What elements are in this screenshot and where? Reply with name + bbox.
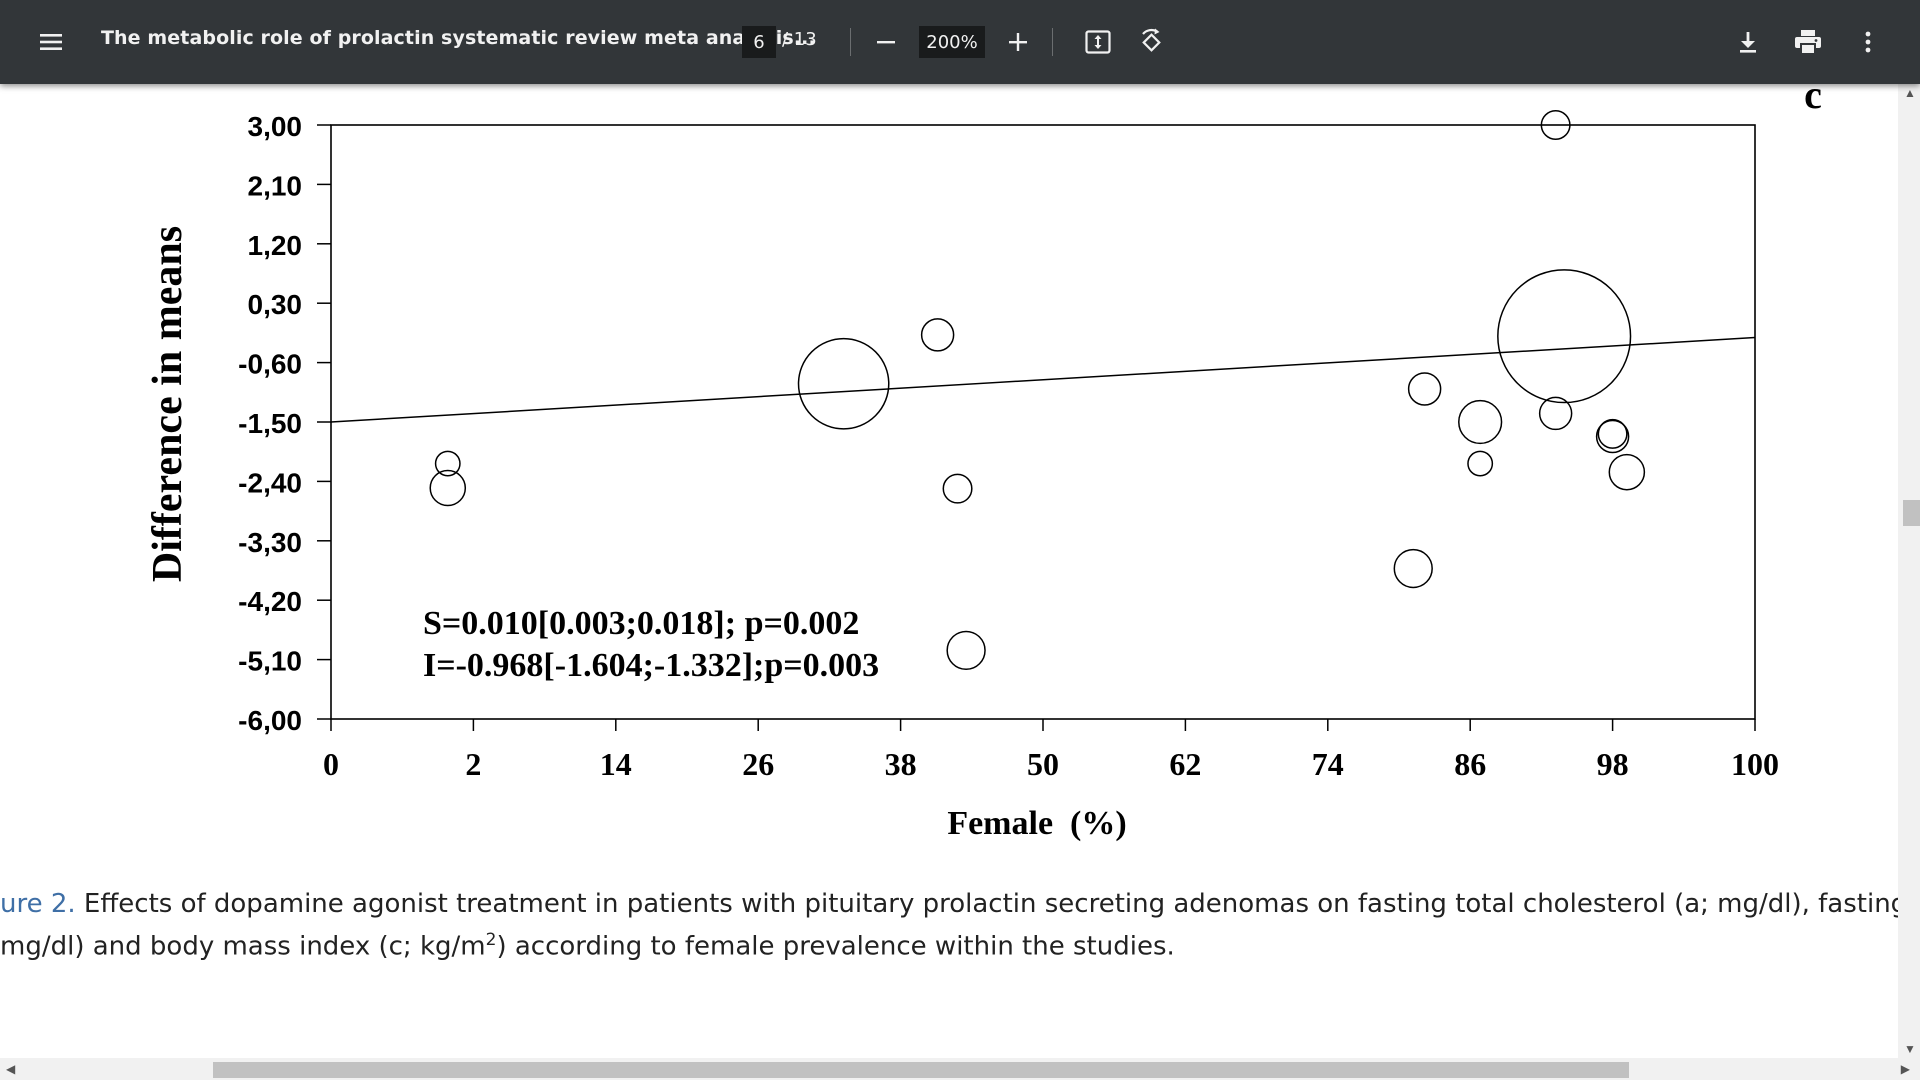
data-point [1597,418,1628,449]
caption-superscript: 2 [485,930,497,950]
y-tick-label: 3,00 [248,111,303,142]
scatter-chart: c 3,00 2,10 1,20 0,30 -0,60 -1,50 -2,40 -3,30 -4… [145,84,1822,842]
horizontal-scrollbar[interactable]: ◀ ▶ [0,1058,1920,1080]
data-point [942,473,973,504]
caption-line-1: ure 2. Effects of dopamine agonist treat… [0,886,1898,922]
data-point [434,450,461,477]
x-tick-label: 86 [1454,746,1486,782]
page-number-input[interactable] [742,26,776,58]
x-tick-label: 0 [323,746,339,782]
menu-button[interactable] [31,22,71,62]
hamburger-menu-icon [40,34,62,50]
print-button[interactable] [1788,22,1828,62]
zoom-in-button[interactable] [998,22,1038,62]
x-tick-label: 98 [1597,746,1629,782]
download-icon [1740,32,1756,53]
scroll-down-arrow-icon[interactable]: ▼ [1904,1042,1916,1056]
y-tick-label: -2,40 [238,467,302,498]
figure-caption: ure 2. Effects of dopamine agonist treat… [0,886,1898,965]
horizontal-scroll-thumb[interactable] [213,1062,1629,1078]
data-point [1393,548,1433,589]
pdf-toolbar: The metabolic role of prolactin systemat… [0,0,1920,84]
x-axis-label: Female (%) [947,805,1126,842]
x-tick-label: 100 [1731,746,1779,782]
regression-line [330,336,1756,423]
toolbar-divider [850,28,851,56]
rotate-button[interactable] [1131,22,1171,62]
rotate-icon [1142,28,1161,52]
scroll-right-arrow-icon[interactable]: ▶ [1900,1062,1910,1076]
data-point [429,469,467,507]
document-title: The metabolic role of prolactin systemat… [101,27,816,49]
data-point [1467,450,1494,477]
data-point [1540,109,1571,141]
data-point [1595,419,1630,454]
data-point [1538,396,1573,431]
caption-text-2b: ) according to female prevalence within … [496,931,1175,962]
y-tick-label: -1,50 [238,408,302,439]
y-tick-label: 1,20 [248,230,303,261]
fit-to-page-button[interactable] [1078,22,1118,62]
caption-text-2a: mg/dl) and body mass index (c; kg/m [0,931,486,962]
more-options-button[interactable] [1848,22,1888,62]
toolbar-divider [1052,28,1053,56]
vertical-scroll-thumb[interactable] [1903,500,1920,526]
data-point [920,318,955,352]
caption-text-1: Effects of dopamine agonist treatment in… [75,889,1898,919]
data-point [797,337,890,430]
print-icon [1795,30,1821,55]
minus-icon [877,41,895,44]
x-tick-label: 62 [1169,746,1201,782]
y-tick-label: -5,10 [238,646,302,677]
y-tick-label: 2,10 [248,170,303,201]
page-total: / 13 [782,29,817,50]
figure-label: ure 2. [0,889,76,919]
y-tick-label: 0,30 [248,289,303,320]
download-button[interactable] [1728,22,1768,62]
plus-icon [1009,33,1027,51]
data-point [1458,399,1503,445]
zoom-out-button[interactable] [866,22,906,62]
y-axis-label: Difference in means [145,226,191,582]
zoom-level-input[interactable] [919,26,985,58]
data-point [1497,269,1632,404]
data-point [946,630,986,671]
x-tick-label: 26 [742,746,774,782]
fit-to-page-icon [1085,30,1111,54]
more-vertical-icon [1865,31,1871,53]
annotation-slope: S=0.010[0.003;0.018]; p=0.002 [423,605,859,642]
panel-label: c [1804,84,1822,117]
x-tick-label: 2 [465,746,481,782]
y-tick-label: -0,60 [238,349,302,380]
scroll-left-arrow-icon[interactable]: ◀ [6,1062,16,1076]
annotation-intercept: I=-0.968[-1.604;-1.332];p=0.003 [423,647,879,684]
x-tick-label: 38 [885,746,917,782]
document-viewer: c 3,00 2,10 1,20 0,30 -0,60 -1,50 -2,40 -3,30 -4… [0,84,1920,1080]
scroll-up-arrow-icon[interactable]: ▲ [1904,86,1916,100]
y-tick-label: -6,00 [238,705,302,736]
y-tick-label: -3,30 [238,527,302,558]
y-tick-label: -4,20 [238,586,302,617]
data-point [1407,372,1442,406]
x-tick-label: 74 [1312,746,1344,782]
data-point [1608,453,1646,491]
x-tick-label: 50 [1027,746,1059,782]
caption-line-2: mg/dl) and body mass index (c; kg/m2) ac… [0,922,1898,965]
vertical-scrollbar[interactable]: ▲ ▼ [1898,84,1920,1058]
x-tick-label: 14 [600,746,632,782]
